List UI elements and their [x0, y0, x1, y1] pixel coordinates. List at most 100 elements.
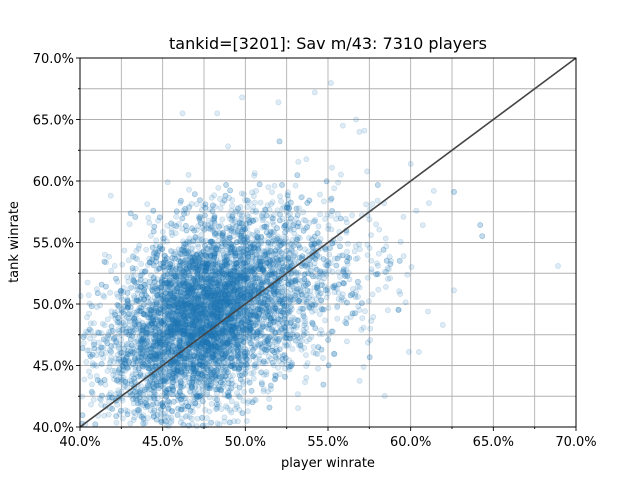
- data-point: [364, 168, 370, 175]
- data-point: [236, 275, 243, 282]
- data-point: [307, 261, 313, 267]
- data-point: [184, 314, 191, 321]
- data-point: [376, 226, 383, 233]
- data-point: [212, 203, 219, 210]
- data-point: [217, 333, 224, 339]
- data-point: [135, 245, 142, 252]
- data-point: [266, 296, 273, 303]
- data-point: [202, 222, 208, 228]
- data-point: [198, 328, 205, 335]
- data-point: [143, 246, 150, 253]
- data-point: [166, 340, 173, 347]
- data-point: [268, 234, 275, 240]
- data-point: [149, 383, 156, 390]
- data-point: [328, 80, 334, 86]
- data-point: [233, 252, 240, 259]
- data-point: [240, 330, 247, 337]
- data-point: [222, 298, 229, 305]
- data-point: [202, 288, 209, 295]
- data-point: [177, 325, 183, 332]
- data-point: [149, 348, 156, 355]
- data-point: [107, 192, 114, 199]
- data-point: [227, 326, 234, 333]
- data-point: [199, 225, 206, 231]
- data-point: [223, 346, 230, 353]
- data-point: [212, 356, 218, 362]
- data-point: [183, 253, 190, 260]
- data-point: [214, 261, 221, 268]
- data-point: [185, 333, 192, 340]
- data-point: [295, 158, 302, 165]
- data-point: [320, 198, 327, 205]
- data-point: [239, 290, 246, 297]
- data-point: [246, 263, 253, 270]
- data-point: [211, 192, 218, 199]
- data-point: [224, 268, 231, 275]
- data-point: [310, 343, 317, 350]
- data-point: [150, 309, 157, 316]
- data-point: [208, 288, 215, 295]
- data-point: [179, 307, 186, 313]
- data-point: [272, 334, 278, 341]
- data-point: [413, 207, 420, 214]
- data-point: [190, 308, 197, 315]
- data-point: [186, 186, 192, 193]
- data-point: [329, 164, 335, 171]
- data-point: [278, 198, 284, 205]
- data-point: [204, 337, 210, 343]
- data-point: [384, 307, 391, 314]
- data-point: [188, 289, 195, 296]
- data-point: [248, 370, 255, 377]
- data-point: [273, 335, 280, 342]
- data-point: [303, 156, 310, 163]
- data-point: [145, 214, 152, 221]
- data-point: [190, 322, 197, 329]
- data-point: [195, 244, 202, 250]
- data-point: [262, 279, 269, 285]
- data-point: [235, 259, 242, 266]
- data-point: [334, 304, 340, 311]
- data-point: [124, 340, 130, 347]
- data-point: [177, 277, 184, 284]
- data-point: [225, 293, 232, 300]
- data-point: [425, 308, 431, 315]
- data-point: [408, 264, 415, 270]
- data-point: [160, 320, 167, 327]
- data-point: [179, 292, 185, 299]
- data-point: [85, 292, 92, 298]
- data-point: [206, 302, 213, 309]
- data-point: [182, 300, 189, 307]
- data-point: [216, 229, 223, 236]
- data-point: [211, 314, 218, 321]
- data-point: [173, 319, 180, 326]
- data-point: [258, 305, 265, 312]
- data-point: [265, 184, 272, 190]
- data-point: [119, 326, 126, 333]
- data-point: [192, 349, 199, 356]
- data-point: [168, 258, 175, 265]
- data-point: [189, 304, 196, 311]
- data-point: [309, 308, 315, 315]
- data-point: [194, 374, 201, 381]
- data-point: [310, 349, 317, 356]
- data-point: [162, 301, 169, 307]
- data-point: [118, 326, 125, 333]
- data-point: [196, 327, 203, 334]
- data-point: [216, 230, 223, 237]
- data-point: [405, 348, 412, 355]
- data-point: [179, 373, 185, 379]
- data-point: [189, 364, 195, 371]
- data-point: [229, 264, 236, 271]
- data-point: [208, 297, 215, 304]
- data-point: [166, 399, 173, 406]
- data-point: [207, 223, 214, 230]
- data-point: [404, 271, 411, 278]
- data-point: [254, 238, 261, 245]
- data-point: [135, 354, 142, 361]
- data-point: [367, 325, 374, 332]
- data-point: [130, 400, 137, 407]
- data-point: [145, 349, 152, 356]
- data-point: [193, 281, 199, 288]
- data-point: [195, 236, 202, 243]
- data-point: [124, 380, 131, 387]
